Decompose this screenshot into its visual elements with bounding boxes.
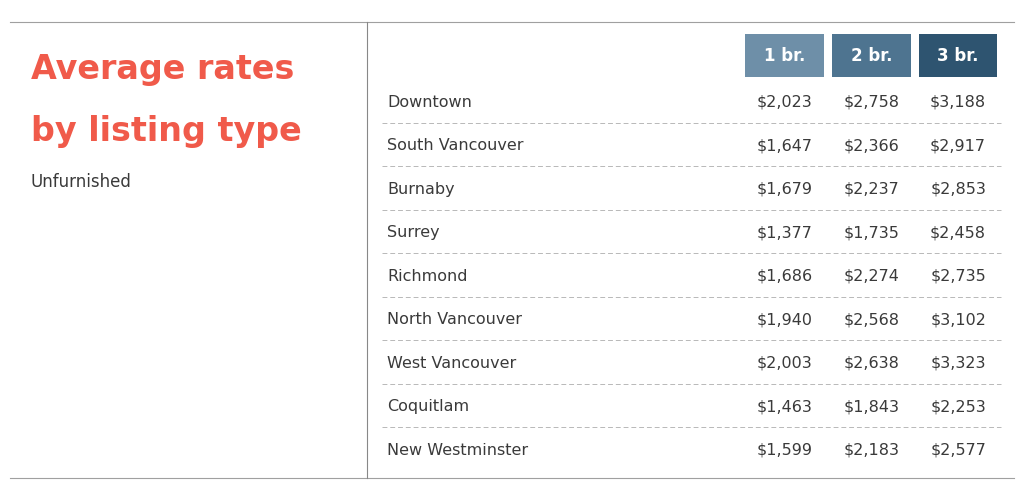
Text: $2,458: $2,458 [930,224,986,239]
Text: $1,686: $1,686 [757,268,813,283]
Text: South Vancouver: South Vancouver [387,138,523,153]
Text: Burnaby: Burnaby [387,181,455,196]
Text: $2,735: $2,735 [930,268,986,283]
Text: $1,679: $1,679 [757,181,813,196]
Text: West Vancouver: West Vancouver [387,355,516,370]
Text: $2,253: $2,253 [930,398,986,413]
Text: 3 br.: 3 br. [937,48,979,65]
Text: North Vancouver: North Vancouver [387,312,522,327]
Text: $2,366: $2,366 [844,138,899,153]
Text: $2,023: $2,023 [757,94,812,109]
Text: $3,188: $3,188 [930,94,986,109]
Text: $2,568: $2,568 [844,312,899,327]
Text: $2,183: $2,183 [844,442,899,457]
Text: $2,274: $2,274 [844,268,899,283]
Text: $2,237: $2,237 [844,181,899,196]
Text: Richmond: Richmond [387,268,468,283]
Text: $1,647: $1,647 [757,138,813,153]
Text: Average rates: Average rates [31,53,294,86]
Text: $3,102: $3,102 [930,312,986,327]
Text: $3,323: $3,323 [931,355,986,370]
Text: $1,735: $1,735 [844,224,899,239]
Text: New Westminster: New Westminster [387,442,528,457]
Text: Unfurnished: Unfurnished [31,173,132,191]
Text: 2 br.: 2 br. [851,48,892,65]
Text: Downtown: Downtown [387,94,472,109]
Text: $1,463: $1,463 [757,398,813,413]
Text: $1,599: $1,599 [757,442,813,457]
Text: 1 br.: 1 br. [764,48,805,65]
Text: $1,377: $1,377 [757,224,813,239]
Text: $1,940: $1,940 [757,312,813,327]
Text: by listing type: by listing type [31,115,301,148]
Text: $2,758: $2,758 [844,94,899,109]
Text: $2,577: $2,577 [930,442,986,457]
Text: $2,003: $2,003 [757,355,812,370]
Text: $2,917: $2,917 [930,138,986,153]
Text: $2,853: $2,853 [930,181,986,196]
Text: $1,843: $1,843 [844,398,899,413]
Text: Surrey: Surrey [387,224,439,239]
Text: Coquitlam: Coquitlam [387,398,469,413]
Text: $2,638: $2,638 [844,355,899,370]
